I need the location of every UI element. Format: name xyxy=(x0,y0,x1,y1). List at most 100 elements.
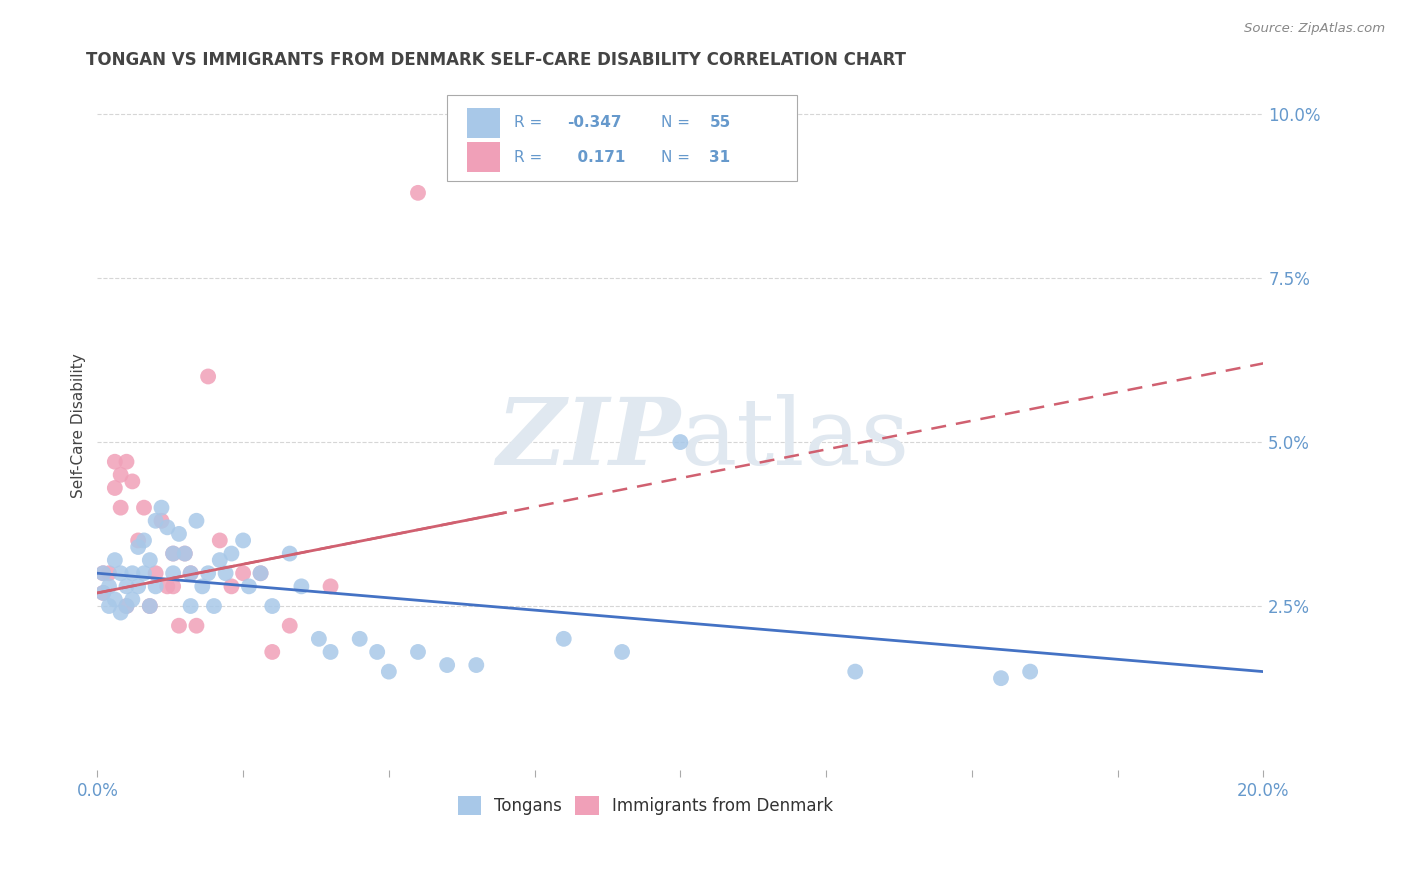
Text: 31: 31 xyxy=(710,150,731,165)
Point xyxy=(990,671,1012,685)
Point xyxy=(202,599,225,613)
Point xyxy=(197,566,219,581)
Point xyxy=(145,514,167,528)
Point xyxy=(91,566,114,581)
Point xyxy=(115,599,138,613)
Point xyxy=(319,579,342,593)
Point xyxy=(319,645,342,659)
Point xyxy=(406,645,429,659)
Point xyxy=(132,566,155,581)
Point xyxy=(91,586,114,600)
Point xyxy=(465,658,488,673)
Point xyxy=(150,500,173,515)
Point xyxy=(180,566,202,581)
Point xyxy=(232,566,254,581)
Text: atlas: atlas xyxy=(681,394,910,484)
Point xyxy=(91,586,114,600)
Point xyxy=(115,455,138,469)
Point xyxy=(156,520,179,534)
Point xyxy=(110,467,132,482)
Point xyxy=(139,599,162,613)
Point xyxy=(208,553,231,567)
Point xyxy=(406,186,429,200)
Point xyxy=(249,566,271,581)
Point xyxy=(104,553,127,567)
Point xyxy=(167,527,190,541)
Point xyxy=(191,579,214,593)
Point xyxy=(162,547,184,561)
Text: 55: 55 xyxy=(710,115,731,130)
Point xyxy=(232,533,254,548)
Point xyxy=(436,658,458,673)
Point xyxy=(186,514,208,528)
Point xyxy=(173,547,195,561)
Text: TONGAN VS IMMIGRANTS FROM DENMARK SELF-CARE DISABILITY CORRELATION CHART: TONGAN VS IMMIGRANTS FROM DENMARK SELF-C… xyxy=(86,51,905,69)
Point xyxy=(156,579,179,593)
Point xyxy=(115,579,138,593)
Point xyxy=(98,599,121,613)
Text: Source: ZipAtlas.com: Source: ZipAtlas.com xyxy=(1244,22,1385,36)
Point xyxy=(308,632,330,646)
Text: N =: N = xyxy=(661,150,695,165)
Point xyxy=(104,481,127,495)
Point xyxy=(1019,665,1042,679)
Point xyxy=(110,606,132,620)
Point xyxy=(221,579,243,593)
Point xyxy=(121,592,143,607)
Point xyxy=(98,579,121,593)
Point xyxy=(378,665,401,679)
Legend: Tongans, Immigrants from Denmark: Tongans, Immigrants from Denmark xyxy=(449,788,842,823)
Point xyxy=(132,533,155,548)
Point xyxy=(249,566,271,581)
Point xyxy=(110,500,132,515)
Point xyxy=(104,592,127,607)
Point xyxy=(844,665,866,679)
Point xyxy=(366,645,388,659)
Text: -0.347: -0.347 xyxy=(567,115,621,130)
Point xyxy=(104,455,127,469)
Point xyxy=(278,618,301,632)
Text: R =: R = xyxy=(513,150,547,165)
Point xyxy=(162,547,184,561)
Point xyxy=(197,369,219,384)
Y-axis label: Self-Care Disability: Self-Care Disability xyxy=(72,353,86,498)
Point xyxy=(262,645,284,659)
Point xyxy=(127,533,149,548)
Point xyxy=(278,547,301,561)
Text: ZIP: ZIP xyxy=(496,394,681,484)
Point xyxy=(167,618,190,632)
Point xyxy=(121,566,143,581)
FancyBboxPatch shape xyxy=(467,108,499,138)
Point xyxy=(98,566,121,581)
Point xyxy=(139,599,162,613)
Text: N =: N = xyxy=(661,115,695,130)
Point xyxy=(127,579,149,593)
Point xyxy=(669,435,692,450)
Point xyxy=(553,632,575,646)
Point xyxy=(145,579,167,593)
Point xyxy=(162,579,184,593)
Point xyxy=(349,632,371,646)
Point xyxy=(186,618,208,632)
Point xyxy=(139,553,162,567)
Point xyxy=(208,533,231,548)
Point xyxy=(127,540,149,554)
Point xyxy=(238,579,260,593)
Point xyxy=(290,579,312,593)
Point xyxy=(110,566,132,581)
Point xyxy=(173,547,195,561)
Point xyxy=(162,566,184,581)
Text: R =: R = xyxy=(513,115,547,130)
Point xyxy=(132,500,155,515)
Point xyxy=(221,547,243,561)
Point xyxy=(214,566,236,581)
Point xyxy=(610,645,633,659)
Point xyxy=(150,514,173,528)
Point xyxy=(262,599,284,613)
Point xyxy=(180,566,202,581)
Text: 0.171: 0.171 xyxy=(567,150,626,165)
Point xyxy=(121,475,143,489)
FancyBboxPatch shape xyxy=(467,142,499,172)
Point xyxy=(180,599,202,613)
Point xyxy=(115,599,138,613)
